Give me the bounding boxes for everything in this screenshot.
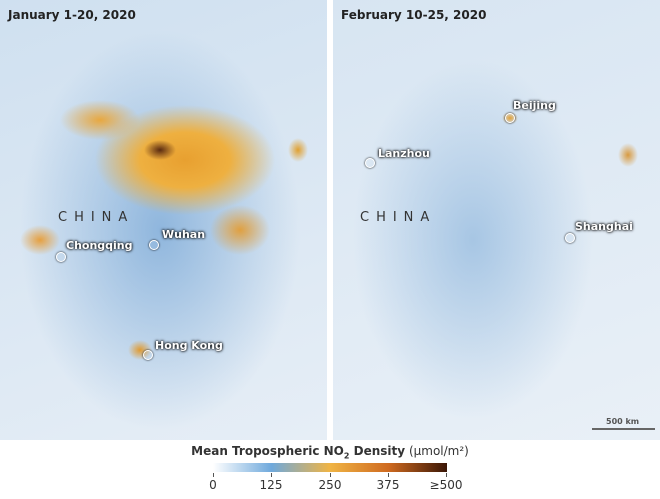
legend-title-rest: Density [349,444,406,458]
country-label: CHINA [58,210,135,225]
tick [271,473,272,477]
city-label-lanzhou: Lanzhou [378,147,430,160]
legend-unit: (μmol/m²) [408,444,469,458]
tick-label: 375 [376,478,400,492]
scale-bar [592,428,655,430]
city-marker [143,350,153,360]
map-panel-january: January 1-20, 2020 CHINA Chongqing Wuhan… [0,0,327,440]
tick-label: 125 [259,478,283,492]
panel-title: January 1-20, 2020 [8,8,136,22]
city-label-shanghai: Shanghai [575,220,633,233]
city-marker [149,240,159,250]
legend-subscript: 2 [343,451,350,461]
scale-bar-label: 500 km [606,417,640,426]
color-scale-bar [213,463,447,472]
city-marker [505,113,515,123]
city-label-hong-kong: Hong Kong [155,339,223,352]
tick [446,473,447,477]
tick-label: ≥500 [429,478,463,492]
tick [330,473,331,477]
legend-title-main: Mean Tropospheric NO [191,444,344,458]
tick-label: 0 [209,478,217,492]
tick-label: 250 [318,478,342,492]
map-panel-february: February 10-25, 2020 CHINA Beijing Lanzh… [333,0,660,440]
city-label-beijing: Beijing [513,99,556,112]
legend-title: Mean Tropospheric NO2 Density (μmol/m²) [0,444,660,460]
city-marker [365,158,375,168]
city-label-chongqing: Chongqing [66,239,133,252]
tick [213,473,214,477]
city-marker [565,233,575,243]
tick [388,473,389,477]
country-label: CHINA [360,210,437,225]
city-label-wuhan: Wuhan [162,228,206,241]
city-marker [56,252,66,262]
panel-title: February 10-25, 2020 [341,8,487,22]
